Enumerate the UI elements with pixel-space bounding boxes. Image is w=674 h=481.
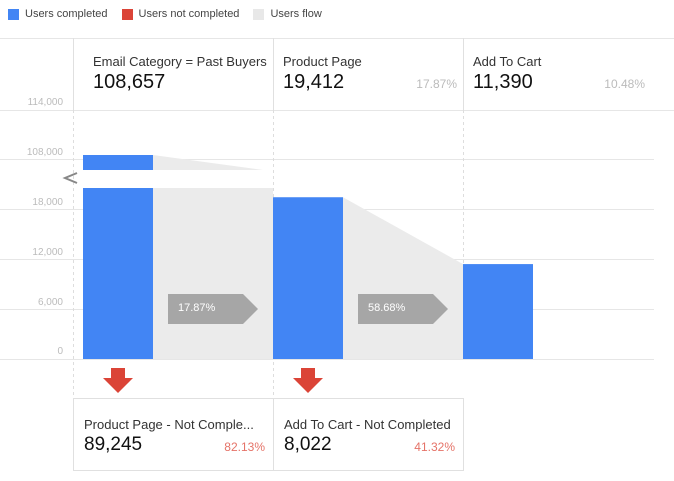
legend-label: Users flow <box>270 8 322 20</box>
legend-item-flow[interactable]: Users flow <box>253 8 322 20</box>
step-card[interactable]: Email Category = Past Buyers 108,657 <box>93 54 273 94</box>
bar-step-3 <box>463 264 533 359</box>
y-tick-label: 0 <box>57 346 63 357</box>
y-tick-label: 12,000 <box>32 247 63 258</box>
dropoff-card[interactable]: Add To Cart - Not Completed 8,022 41.32% <box>273 398 464 471</box>
bar-step-1-upper <box>83 155 153 170</box>
column-divider <box>73 38 74 110</box>
legend: Users completed Users not completed User… <box>8 8 322 20</box>
step-title: Email Category = Past Buyers <box>93 54 267 69</box>
legend-swatch <box>253 8 265 20</box>
dropoff-value: 8,022 <box>284 434 332 455</box>
flow-rate-label: 17.87% <box>178 302 216 314</box>
dropoff-percent: 41.32% <box>414 440 455 454</box>
step-title: Product Page <box>283 54 362 69</box>
y-tick-label: 18,000 <box>32 197 63 208</box>
dropoff-arrow-icon[interactable] <box>103 368 133 393</box>
step-value: 11,390 <box>473 71 533 93</box>
step-value: 19,412 <box>283 71 345 93</box>
y-tick-label: 108,000 <box>26 147 63 158</box>
step-percent: 10.48% <box>604 77 645 91</box>
dropoff-value: 89,245 <box>84 434 143 455</box>
bar-step-2 <box>273 197 343 359</box>
column-divider <box>273 38 274 110</box>
step-card[interactable]: Product Page 19,412 17.87% <box>283 54 465 94</box>
legend-label: Users not completed <box>138 8 240 20</box>
legend-item-completed[interactable]: Users completed <box>8 8 108 20</box>
flow-label-arrow <box>358 294 448 324</box>
flow-band <box>153 155 263 170</box>
dropoff-arrow-icon[interactable] <box>293 368 323 393</box>
step-card[interactable]: Add To Cart 11,390 10.48% <box>473 54 653 94</box>
step-percent: 17.87% <box>416 77 457 91</box>
step-value: 108,657 <box>93 71 166 93</box>
gridline <box>0 159 654 160</box>
legend-item-not-completed[interactable]: Users not completed <box>121 8 240 20</box>
flow-rate-label: 58.68% <box>368 302 406 314</box>
dropoff-title: Product Page - Not Comple... <box>84 417 254 432</box>
column-divider <box>463 38 464 110</box>
dropoff-card[interactable]: Product Page - Not Comple... 89,245 82.1… <box>73 398 274 471</box>
y-tick-label: 6,000 <box>37 297 63 308</box>
flow-label-arrow <box>168 294 258 324</box>
header-top-border <box>0 38 674 39</box>
gridline <box>0 359 654 360</box>
legend-swatch <box>121 8 133 20</box>
axis-break-icon <box>62 172 78 184</box>
dropoff-title: Add To Cart - Not Completed <box>284 417 451 432</box>
bar-step-1 <box>83 188 153 359</box>
flow-band <box>343 197 463 359</box>
flow-band <box>153 188 273 359</box>
legend-label: Users completed <box>25 8 108 20</box>
gridline <box>0 110 674 111</box>
dropoff-percent: 82.13% <box>224 440 265 454</box>
legend-swatch <box>8 8 19 20</box>
step-title: Add To Cart <box>473 54 542 69</box>
y-tick-label: 114,000 <box>27 97 63 108</box>
